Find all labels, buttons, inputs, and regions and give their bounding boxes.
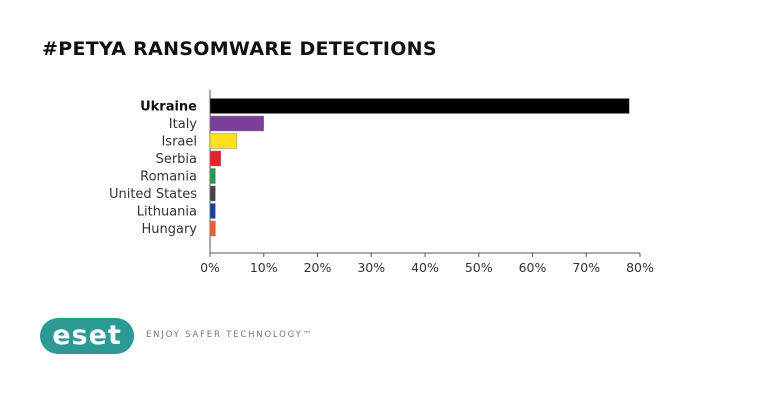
bar-romania bbox=[209, 168, 216, 184]
eset-logo: eset bbox=[40, 318, 134, 354]
x-tick-label: 10% bbox=[250, 260, 278, 275]
chart-title: #PETYA RANSOMWARE DETECTIONS bbox=[42, 38, 437, 60]
x-tick-label: 60% bbox=[519, 260, 547, 275]
x-tick-label: 80% bbox=[626, 260, 654, 275]
bar-israel bbox=[209, 133, 238, 149]
bar-serbia bbox=[209, 150, 221, 167]
x-tick-label: 20% bbox=[304, 260, 332, 275]
category-label: Ukraine bbox=[140, 100, 197, 115]
category-label: Romania bbox=[140, 170, 197, 185]
x-tick-label: 0% bbox=[200, 260, 220, 275]
category-label: Hungary bbox=[141, 222, 197, 237]
x-tick-label: 50% bbox=[465, 260, 493, 275]
bar-italy bbox=[209, 115, 264, 132]
bar-united-states bbox=[209, 185, 216, 202]
category-label: Lithuania bbox=[137, 205, 197, 220]
category-label: Italy bbox=[169, 117, 198, 132]
category-label: Israel bbox=[161, 135, 197, 150]
bar-hungary bbox=[209, 220, 216, 237]
x-tick-label: 40% bbox=[411, 260, 439, 275]
bar-ukraine bbox=[209, 98, 630, 114]
brand-tagline: ENJOY SAFER TECHNOLOGY™ bbox=[146, 330, 313, 340]
x-tick-label: 30% bbox=[357, 260, 385, 275]
category-label: United States bbox=[109, 187, 197, 202]
category-label: Serbia bbox=[156, 152, 197, 167]
x-tick-label: 70% bbox=[572, 260, 600, 275]
bar-lithuania bbox=[209, 203, 216, 219]
